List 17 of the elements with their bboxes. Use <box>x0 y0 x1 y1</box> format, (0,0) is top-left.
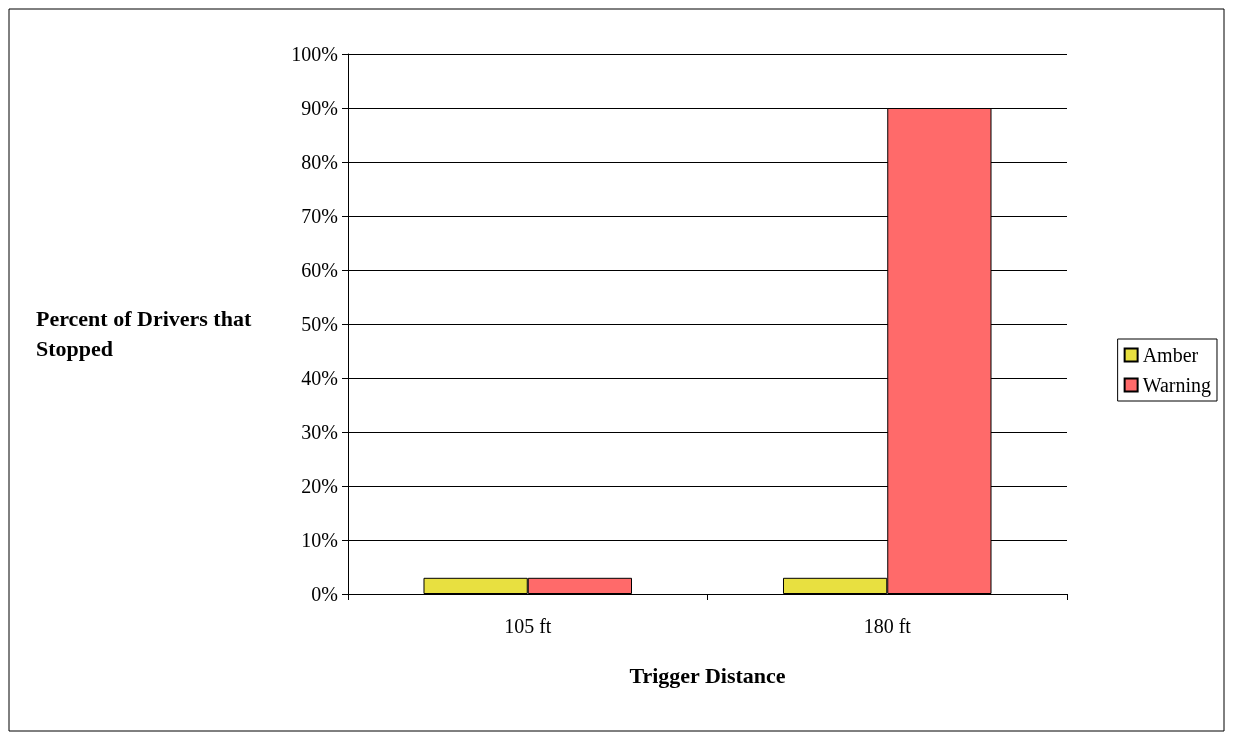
y-tick-label: 20% <box>301 475 338 497</box>
y-tick-label: 0% <box>311 583 338 605</box>
y-axis-title: Percent of Drivers that Stopped <box>36 305 257 361</box>
legend-label: Warning <box>1142 374 1212 397</box>
y-tick-label: 100% <box>291 43 338 65</box>
y-tick-label: 80% <box>301 151 338 173</box>
x-tick-label: 105 ft <box>504 615 552 637</box>
y-tick-label: 50% <box>301 313 338 335</box>
x-axis-title: Trigger Distance <box>629 662 786 688</box>
y-tick-label: 30% <box>301 421 338 443</box>
x-tick-label: 180 ft <box>863 615 912 637</box>
y-tick-label: 60% <box>301 259 338 281</box>
y-tick-label: 40% <box>301 367 338 389</box>
y-tick-label: 10% <box>301 529 338 551</box>
y-tick-label: 70% <box>301 205 338 227</box>
y-tick-label: 90% <box>301 97 338 119</box>
legend-label: Amber <box>1142 344 1199 366</box>
